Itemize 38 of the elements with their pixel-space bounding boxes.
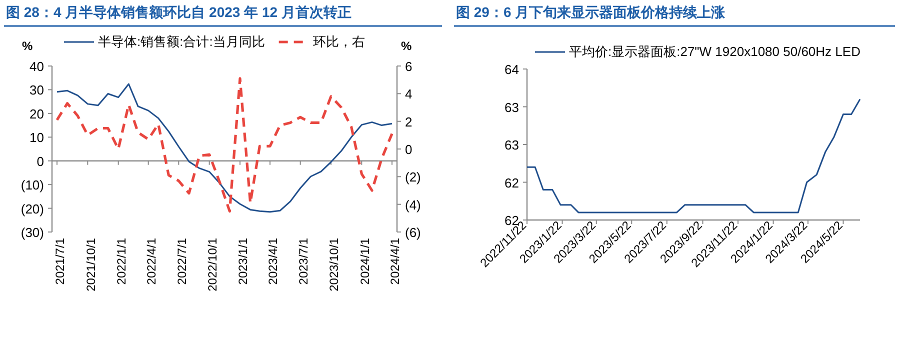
y2-tick-label: 0 xyxy=(405,142,412,157)
y2-tick-label: 6 xyxy=(405,59,412,74)
y-axis-title: % xyxy=(22,39,33,53)
y-tick-label: 62 xyxy=(504,175,519,190)
legend-label: 环比，右 xyxy=(312,34,365,49)
x-tick-label: 2024/4/1 xyxy=(388,238,402,285)
y2-axis-title: % xyxy=(401,39,412,53)
y-tick-label: 40 xyxy=(30,59,44,74)
y2-tick-label: 4 xyxy=(405,86,412,102)
x-tick-label: 2023/10/1 xyxy=(327,238,342,292)
y2-tick-label: (6) xyxy=(405,225,421,240)
y-tick-label: 10 xyxy=(30,130,44,146)
legend-label: 平均价:显示器面板:27"W 1920x1080 50/60Hz LED xyxy=(569,44,860,59)
x-tick-label: 2022/4/1 xyxy=(144,238,159,285)
y-tick-label: (30) xyxy=(20,225,44,240)
y2-tick-label: (2) xyxy=(405,170,421,185)
y2-tick-label: 2 xyxy=(405,114,412,130)
x-tick-label: 2023/1/1 xyxy=(236,238,250,285)
x-tick-label: 2022/10/1 xyxy=(206,238,220,292)
x-tick-label: 2021/7/1 xyxy=(53,238,68,285)
chart-title: 图 29：6 月下旬来显示器面板价格持续上涨 xyxy=(456,4,726,20)
y-tick-label: 63 xyxy=(504,100,519,115)
x-tick-label: 2021/10/1 xyxy=(84,238,98,292)
y-tick-label: 64 xyxy=(504,62,519,77)
x-tick-label: 2024/1/1 xyxy=(358,238,372,285)
y-tick-label: 63 xyxy=(504,138,519,152)
chart-title: 图 28：4 月半导体销售额环比自 2023 年 12 月首次转正 xyxy=(6,4,352,20)
x-tick-label: 2023/7/1 xyxy=(296,238,311,285)
x-tick-label: 2022/7/1 xyxy=(174,238,189,285)
x-tick-label: 2023/4/1 xyxy=(266,238,280,285)
y-tick-label: 30 xyxy=(30,82,44,98)
y2-tick-label: (4) xyxy=(405,197,421,212)
y-tick-label: (20) xyxy=(20,201,44,216)
y-tick-label: 20 xyxy=(30,106,44,122)
x-tick-label: 2022/1/1 xyxy=(114,238,129,285)
legend-label: 半导体:销售额:合计:当月同比 xyxy=(98,34,265,49)
y-tick-label: (10) xyxy=(20,178,44,193)
y-tick-label: 0 xyxy=(36,154,44,169)
